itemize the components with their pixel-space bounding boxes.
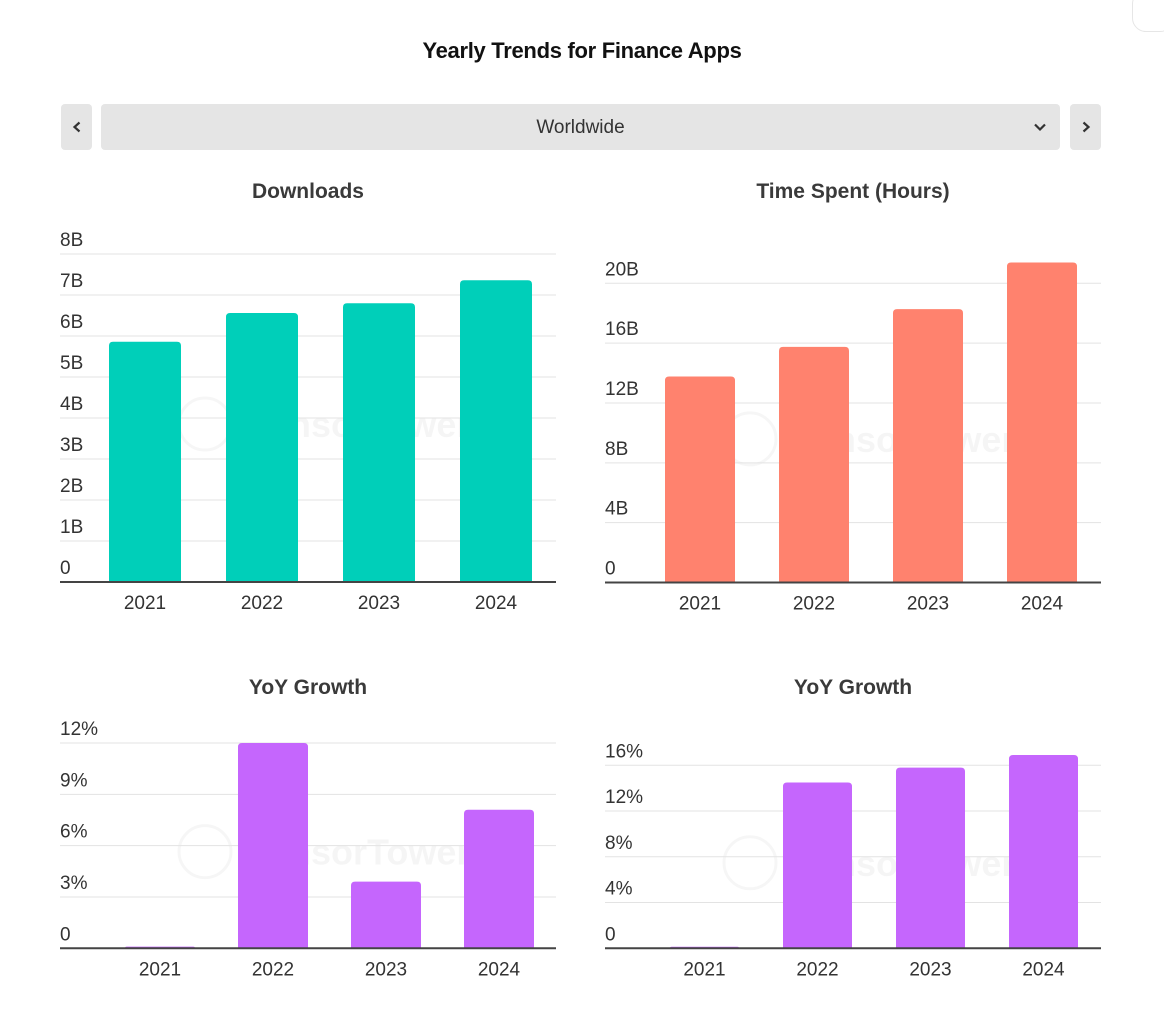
time-spent-yoy-chart-plot: SensorTower 0 4% 8% 12% 16% 2021 2022 2023 2024: [605, 741, 1101, 980]
time-spent-yoy-chart: YoY Growth SensorTower 0 4% 8% 12% 16% 2021 202…: [605, 672, 1164, 1002]
bar-2022[interactable]: [779, 346, 849, 583]
bar-2023[interactable]: [896, 767, 965, 949]
y-tick-label: 8B: [605, 439, 628, 460]
downloads-chart-plot: SensorTower 0 1B 2B 3B 4B 5B 6B 7B 8B 2021 2022 2023…: [60, 230, 556, 614]
x-tick-label: 2023: [907, 594, 949, 615]
y-tick-label: 0: [605, 924, 616, 945]
x-tick-label: 2024: [1022, 959, 1065, 980]
time-spent-chart-title: Time Spent (Hours): [756, 180, 950, 203]
x-tick-label: 2024: [1021, 594, 1064, 615]
y-tick-label: 3B: [60, 435, 83, 456]
y-tick-label: 4B: [60, 394, 83, 415]
bar-2024[interactable]: [1007, 262, 1077, 583]
bar-2023[interactable]: [351, 881, 421, 949]
time-spent-chart: Time Spent (Hours) SensorTower 0 4B 8B 12B 16…: [605, 176, 1164, 615]
y-tick-label: 16B: [605, 319, 639, 340]
y-tick-label: 7B: [60, 271, 83, 292]
x-tick-label: 2022: [252, 959, 294, 980]
y-tick-label: 4%: [605, 879, 633, 900]
bar-2022[interactable]: [226, 313, 298, 582]
y-tick-label: 0: [60, 924, 71, 945]
bar-2021[interactable]: [109, 341, 181, 582]
bar-2024[interactable]: [1009, 755, 1078, 949]
time-spent-chart-plot: SensorTower 0 4B 8B 12B 16B 20B 2021 2022 2023 202…: [605, 259, 1101, 615]
y-tick-label: 20B: [605, 259, 639, 280]
x-tick-label: 2021: [124, 593, 166, 614]
y-tick-label: 9%: [60, 770, 88, 791]
watermark: SensorTower: [724, 837, 1015, 889]
y-tick-label: 6%: [60, 822, 88, 843]
downloads-chart: Downloads SensorTower 0 1B 2B 3B 4B 5B 6B 7B 8B 20…: [60, 176, 620, 614]
x-tick-label: 2024: [475, 593, 518, 614]
time-spent-yoy-chart-title: YoY Growth: [793, 676, 913, 699]
watermark: SensorTower: [724, 413, 1015, 465]
y-tick-label: 12%: [60, 719, 98, 740]
bar-2021[interactable]: [665, 376, 735, 583]
watermark-logo-icon: [724, 837, 776, 889]
downloads-yoy-chart-plot: SensorTower 0 3% 6% 9% 12% 2021 2022 2023 2024: [60, 719, 556, 980]
y-tick-label: 2B: [60, 476, 83, 497]
downloads-chart-title: Downloads: [251, 180, 364, 203]
watermark-logo-icon: [179, 398, 231, 450]
x-tick-label: 2023: [909, 959, 951, 980]
downloads-yoy-chart: YoY Growth SensorTower 0 3% 6% 9% 12% 2021 2022…: [60, 672, 620, 1002]
y-tick-label: 0: [605, 559, 616, 580]
bar-2023[interactable]: [893, 309, 963, 583]
x-tick-label: 2023: [358, 593, 400, 614]
y-tick-label: 1B: [60, 517, 83, 538]
next-region-button[interactable]: [1070, 104, 1101, 150]
y-tick-label: 8B: [60, 230, 83, 251]
x-tick-label: 2021: [139, 959, 181, 980]
x-tick-label: 2022: [793, 594, 835, 615]
bar-2024[interactable]: [460, 280, 532, 582]
x-tick-label: 2023: [365, 959, 407, 980]
chevron-right-icon: [1082, 121, 1090, 133]
y-tick-label: 16%: [605, 741, 643, 762]
watermark-logo-icon: [179, 826, 231, 878]
y-tick-label: 0: [60, 558, 71, 579]
y-tick-label: 12B: [605, 379, 639, 400]
y-tick-label: 4B: [605, 499, 628, 520]
downloads-yoy-chart-title: YoY Growth: [248, 676, 368, 699]
chevron-left-icon: [72, 121, 80, 133]
y-tick-label: 3%: [60, 873, 88, 894]
x-tick-label: 2021: [679, 594, 721, 615]
bar-2022[interactable]: [238, 743, 308, 949]
watermark: SensorTower: [179, 826, 470, 878]
y-tick-label: 8%: [605, 833, 633, 854]
bar-2024[interactable]: [464, 809, 534, 949]
x-tick-label: 2022: [241, 593, 283, 614]
watermark: SensorTower: [179, 398, 470, 450]
card-border: [1132, 0, 1164, 32]
bar-2022[interactable]: [783, 782, 852, 949]
x-tick-label: 2022: [796, 959, 838, 980]
y-tick-label: 6B: [60, 312, 83, 333]
page-title: Yearly Trends for Finance Apps: [422, 38, 742, 63]
region-dropdown-value: Worldwide: [536, 117, 625, 138]
y-tick-label: 12%: [605, 787, 643, 808]
previous-region-button[interactable]: [61, 104, 92, 150]
region-dropdown[interactable]: Worldwide: [101, 104, 1060, 150]
x-tick-label: 2021: [683, 959, 725, 980]
chevron-down-icon: [1034, 123, 1046, 132]
bar-2023[interactable]: [343, 303, 415, 582]
x-tick-label: 2024: [478, 959, 521, 980]
y-tick-label: 5B: [60, 353, 83, 374]
